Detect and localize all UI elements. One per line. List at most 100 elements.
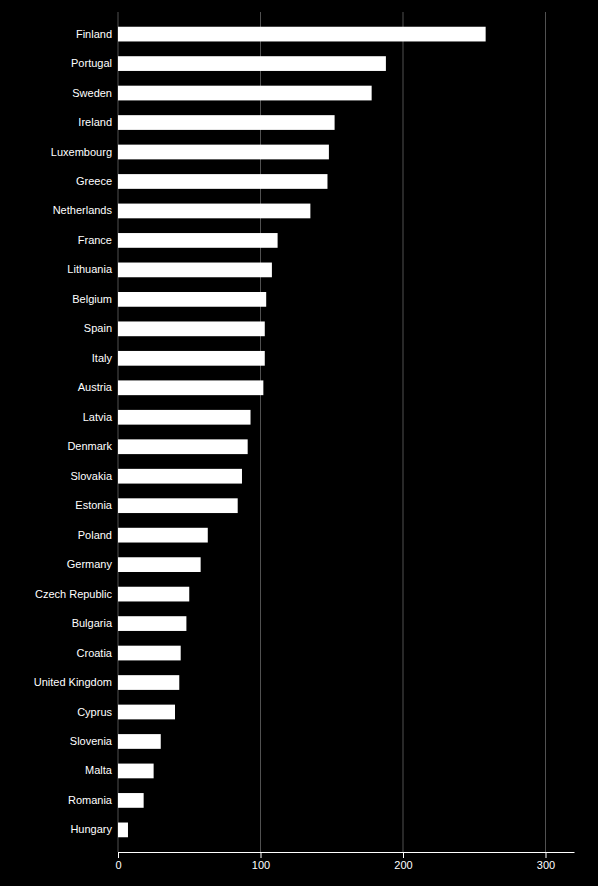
y-tick-label: Belgium [72,293,112,305]
x-axis-line [119,852,575,853]
grid [118,12,546,852]
y-tick-label: Czech Republic [35,588,113,600]
y-tick: Bulgaria [72,617,113,629]
y-tick: Latvia [83,411,113,423]
grid-line [403,12,404,852]
bar [118,528,208,543]
y-tick-label: Netherlands [53,204,113,216]
x-tick-label: 100 [252,859,270,871]
bar [118,705,175,720]
x-tick: 0 [115,852,121,871]
bar [118,587,189,602]
x-tick-mark [118,852,119,858]
bar [118,86,372,101]
y-tick-label: Cyprus [77,706,112,718]
y-tick-label: France [78,234,112,246]
bar [118,646,181,661]
bar [118,675,179,690]
bar [118,380,263,395]
y-tick: Lithuania [67,263,113,275]
y-tick-label: United Kingdom [34,676,112,688]
y-tick: Germany [67,558,113,570]
y-tick: Sweden [72,87,112,99]
bar [118,823,128,838]
y-tick-label: Latvia [83,411,113,423]
bar [118,616,186,631]
y-tick: Poland [78,529,112,541]
y-tick: Austria [78,381,113,393]
y-tick: Slovenia [70,735,113,747]
y-tick-label: Slovenia [70,735,113,747]
y-tick-label: Lithuania [67,263,113,275]
x-tick: 200 [394,852,412,871]
x-tick-label: 200 [394,859,412,871]
y-tick-label: Italy [92,352,113,364]
bar [118,204,310,219]
bar [118,233,278,248]
y-tick: Netherlands [53,204,113,216]
x-axis: 0 100 200 300 [115,852,574,871]
bar [118,292,266,307]
x-tick-mark [546,852,547,858]
y-tick-label: Poland [78,529,112,541]
bar [118,56,386,71]
y-tick-label: Luxembourg [51,146,112,158]
x-tick-mark [261,852,262,858]
x-tick-label: 300 [537,859,555,871]
y-tick-label: Finland [76,28,112,40]
grid-line [118,12,119,852]
y-tick-label: Estonia [75,499,113,511]
y-tick-label: Portugal [71,57,112,69]
bar [118,27,486,42]
bar [118,469,242,484]
bar [118,174,327,189]
y-tick: Hungary [70,823,112,835]
y-tick-label: Croatia [77,647,113,659]
bar [118,734,161,749]
y-tick-label: Spain [84,322,112,334]
y-tick: Denmark [67,440,112,452]
bar [118,410,251,425]
x-tick: 300 [537,852,555,871]
y-tick: Portugal [71,57,112,69]
bar [118,793,144,808]
y-tick-label: Austria [78,381,113,393]
y-tick-label: Ireland [78,116,112,128]
y-tick-label: Hungary [70,823,112,835]
chart: 0 100 200 300 Finland Portugal Sweden Ireland Lu… [0,0,598,886]
plot: 0 100 200 300 Finland Portugal Sweden Ireland Lu… [34,12,575,871]
y-tick-label: Germany [67,558,113,570]
y-tick: Czech Republic [35,588,113,600]
bar [118,498,238,513]
y-tick-label: Greece [76,175,112,187]
y-tick: Malta [85,764,113,776]
y-tick: Romania [68,794,113,806]
y-tick-label: Slovakia [70,470,112,482]
bar [118,439,248,454]
x-tick: 100 [252,852,270,871]
y-tick: Greece [76,175,112,187]
y-tick-label: Malta [85,764,113,776]
y-tick: Slovakia [70,470,112,482]
bars [118,27,486,838]
bar [118,351,265,366]
y-tick: Luxembourg [51,146,112,158]
y-tick: Ireland [78,116,112,128]
x-tick-label: 0 [115,859,121,871]
grid-line [545,12,546,852]
x-tick-mark [403,852,404,858]
bar [118,115,335,130]
bar [118,557,201,572]
y-tick: Croatia [77,647,113,659]
y-tick: Cyprus [77,706,112,718]
bar [118,321,265,336]
y-tick-label: Romania [68,794,113,806]
y-tick: Estonia [75,499,113,511]
bar [118,263,272,278]
y-tick: Finland [76,28,112,40]
y-tick: France [78,234,112,246]
y-tick-label: Bulgaria [72,617,113,629]
y-tick: Italy [92,352,113,364]
bar [118,145,329,160]
bar [118,764,154,779]
